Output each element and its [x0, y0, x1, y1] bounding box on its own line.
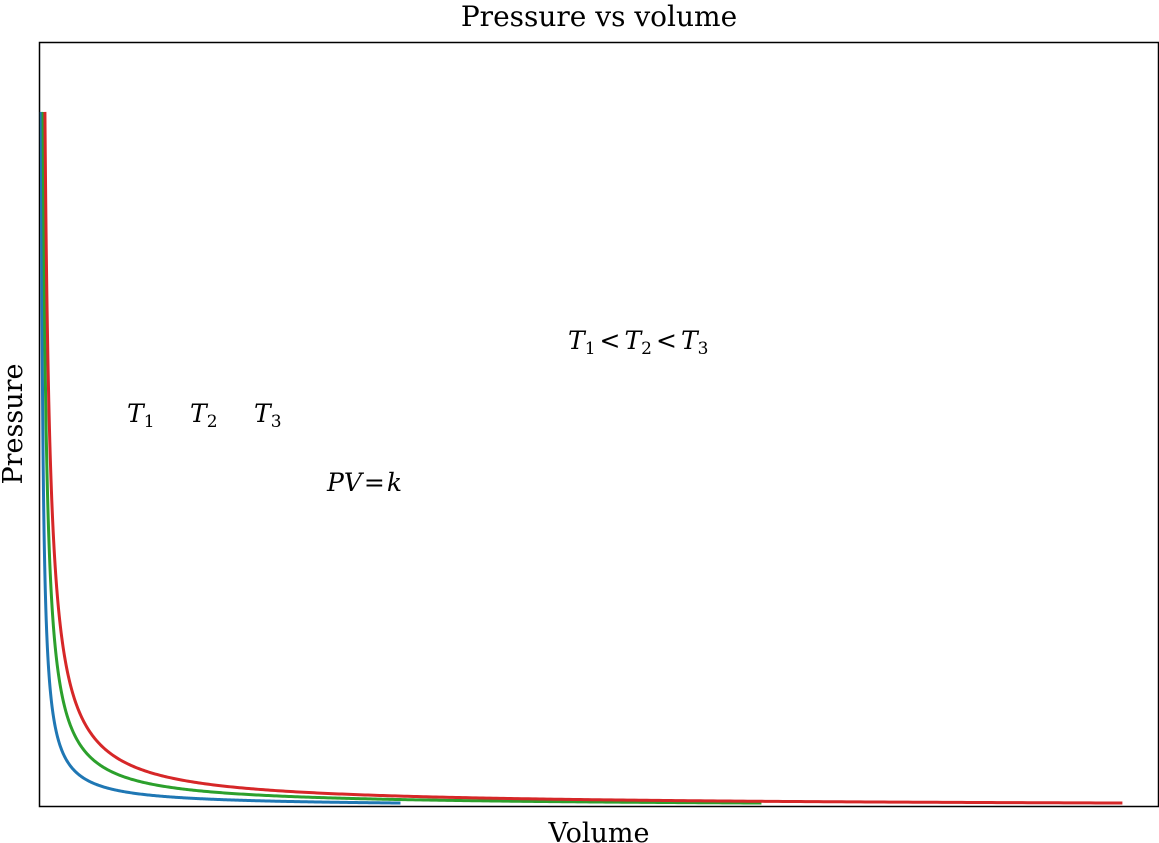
boyles-law-annotation: PV=k	[326, 468, 402, 497]
y-axis-label: Pressure	[0, 363, 29, 484]
isotherm-line-t3	[43, 111, 1123, 805]
chart-title: Pressure vs volume	[461, 0, 737, 33]
x-axis-label: Volume	[548, 818, 650, 843]
series-label-t2: T2	[190, 399, 218, 432]
isotherm-line-t2	[41, 111, 762, 805]
series-label-t3: T3	[254, 399, 282, 432]
series-lines	[39, 111, 1123, 805]
temperature-order-annotation: T1 < T2 < T3	[568, 326, 708, 359]
series-label-t1: T1	[127, 399, 155, 432]
isotherm-line-t1	[39, 111, 401, 805]
